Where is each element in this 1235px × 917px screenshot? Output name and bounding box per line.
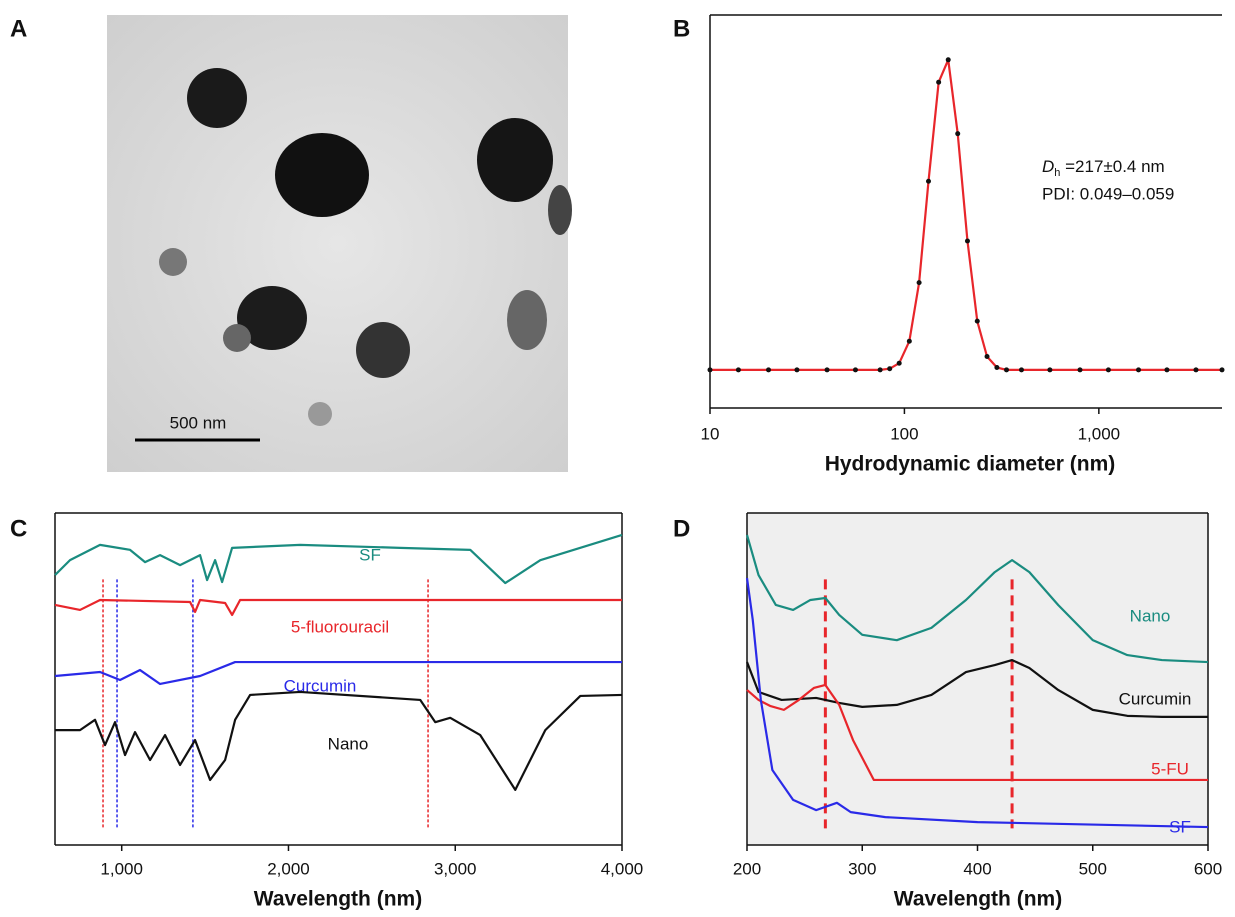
data-point [736,367,741,372]
panel-label: D [673,515,690,542]
data-point [975,319,980,324]
data-point [1077,367,1082,372]
x-axis-title: Wavelength (nm) [894,888,1062,911]
data-point [1106,367,1111,372]
x-tick-label: 10 [701,424,720,443]
series-label: 5-FU [1151,759,1189,778]
series-line [55,535,622,583]
data-point [985,354,990,359]
series-label: SF [359,545,381,564]
data-point [1220,367,1225,372]
x-tick-label: 2,000 [267,859,310,878]
data-point [1047,367,1052,372]
data-point [897,361,902,366]
particle [308,402,332,426]
data-point [878,367,883,372]
particle [507,290,547,350]
particle [275,133,369,217]
series-label: Nano [1130,606,1171,625]
x-axis-title: Hydrodynamic diameter (nm) [825,453,1116,476]
annotation-text: =217±0.4 nm [1060,157,1164,176]
data-point [907,339,912,344]
x-tick-label: 200 [733,859,761,878]
data-point [917,280,922,285]
x-tick-label: 4,000 [601,859,644,878]
data-point [887,366,892,371]
data-point [825,367,830,372]
particle [477,118,553,202]
particle [223,324,251,352]
series-label: SF [1169,817,1191,836]
panel-label: B [673,15,690,42]
data-point [1136,367,1141,372]
annotation-symbol: D [1042,157,1054,176]
x-tick-label: 3,000 [434,859,477,878]
data-point [936,80,941,85]
series-label: 5-fluorouracil [291,617,389,636]
data-point [1004,367,1009,372]
image-background [107,15,568,472]
particle [548,185,572,235]
data-point [1164,367,1169,372]
scale-bar-label: 500 nm [170,413,227,432]
particle [159,248,187,276]
tem-image: 500 nm [107,15,572,472]
panel-label: A [10,15,27,42]
data-point [853,367,858,372]
plot-background [747,513,1208,845]
data-point [766,367,771,372]
x-tick-label: 600 [1194,859,1222,878]
x-tick-label: 100 [890,424,918,443]
series-line [710,60,1222,370]
data-point [926,179,931,184]
x-tick-label: 1,000 [100,859,143,878]
data-point [1193,367,1198,372]
data-point [794,367,799,372]
series-label: Nano [328,734,369,753]
data-point [994,365,999,370]
series-label: Curcumin [1119,689,1192,708]
data-point [708,367,713,372]
data-point [955,131,960,136]
x-tick-label: 400 [963,859,991,878]
annotation: PDI: 0.049–0.059 [1042,184,1174,203]
panel-label: C [10,515,27,542]
data-point [1019,367,1024,372]
figure: 500 nm A B Hydrodynamic diameter (nm) 10 10… [0,0,1235,917]
series-line [55,600,622,615]
x-tick-label: 500 [1079,859,1107,878]
x-axis-title: Wavelength (nm) [254,888,422,911]
x-tick-label: 300 [848,859,876,878]
data-point [965,238,970,243]
particle [356,322,410,378]
particle [187,68,247,128]
x-tick-label: 1,000 [1078,424,1121,443]
annotation: Dh =217±0.4 nm [1042,157,1165,178]
data-point [946,57,951,62]
